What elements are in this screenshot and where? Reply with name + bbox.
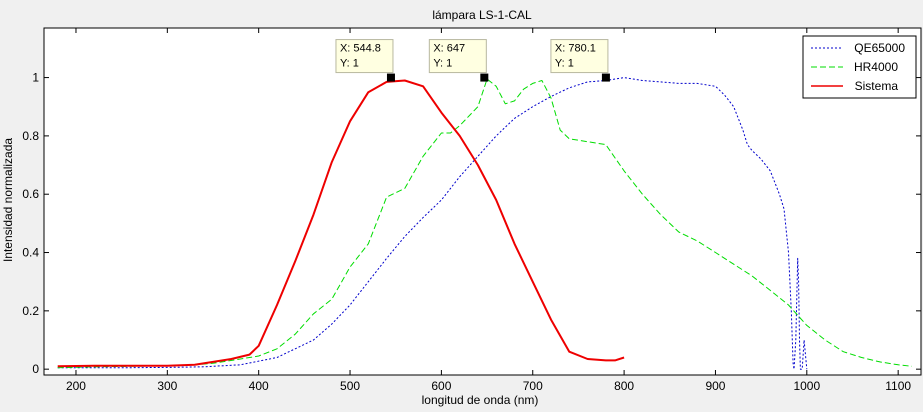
datatip-box — [550, 39, 609, 74]
datatip-x-text: X: 544.8 — [340, 43, 381, 55]
series-layer — [57, 77, 912, 370]
datatip-y-text: Y: 1 — [433, 58, 452, 70]
y-axis-label: Intensidad normalizada — [1, 138, 15, 262]
x-tick-label: 1100 — [885, 379, 911, 393]
legend-label-sistema: Sistema — [855, 79, 899, 93]
y-tick-label: 0.6 — [22, 187, 39, 201]
datatip-y-text: Y: 1 — [555, 58, 574, 70]
legend-label-qe65000: QE65000 — [854, 41, 905, 55]
datatip: X: 544.8 Y: 1 — [335, 39, 395, 82]
plot-area — [43, 27, 922, 376]
y-tick-label: 0.4 — [22, 246, 39, 260]
x-axis-label: longitud de onda (nm) — [422, 393, 539, 407]
datatip: X: 780.1 Y: 1 — [550, 39, 610, 82]
legend: QE65000 HR4000 Sistema — [802, 35, 917, 99]
datatip-box — [428, 39, 487, 74]
datatip-x-text: X: 780.1 — [555, 43, 596, 55]
series-line-qe65000 — [57, 77, 808, 370]
y-tick-label: 1 — [32, 71, 39, 85]
annotation-layer: X: 544.8 Y: 1 X: 647 Y: 1 X: 780.1 Y: 1 — [335, 39, 610, 82]
x-tick-label: 800 — [614, 379, 634, 393]
series-line-sistema — [57, 79, 625, 368]
datatip-marker — [601, 73, 610, 82]
y-tick-label: 0.8 — [22, 129, 39, 143]
datatip-y-text: Y: 1 — [340, 58, 359, 70]
datatip-marker — [480, 73, 489, 82]
x-tick-label: 900 — [705, 379, 725, 393]
x-tick-label: 1000 — [793, 379, 820, 393]
datatip-marker — [386, 73, 395, 82]
series-line-hr4000 — [57, 78, 912, 369]
datatip-box — [335, 39, 394, 74]
x-tick-label: 500 — [340, 379, 360, 393]
tick-layer: 200 300 400 500 600 700 800 900 1000 1100 0 0.2 0.4 0… — [22, 28, 921, 393]
legend-label-hr4000: HR4000 — [854, 60, 898, 74]
chart-title: lámpara LS-1-CAL — [432, 8, 532, 22]
x-tick-label: 600 — [431, 379, 451, 393]
datatip-x-text: X: 647 — [433, 43, 465, 55]
x-tick-label: 400 — [249, 379, 269, 393]
x-tick-label: 300 — [157, 379, 177, 393]
x-tick-label: 200 — [66, 379, 86, 393]
datatip: X: 647 Y: 1 — [428, 39, 489, 82]
x-tick-label: 700 — [523, 379, 543, 393]
y-tick-label: 0.2 — [22, 304, 39, 318]
y-tick-label: 0 — [32, 362, 39, 376]
